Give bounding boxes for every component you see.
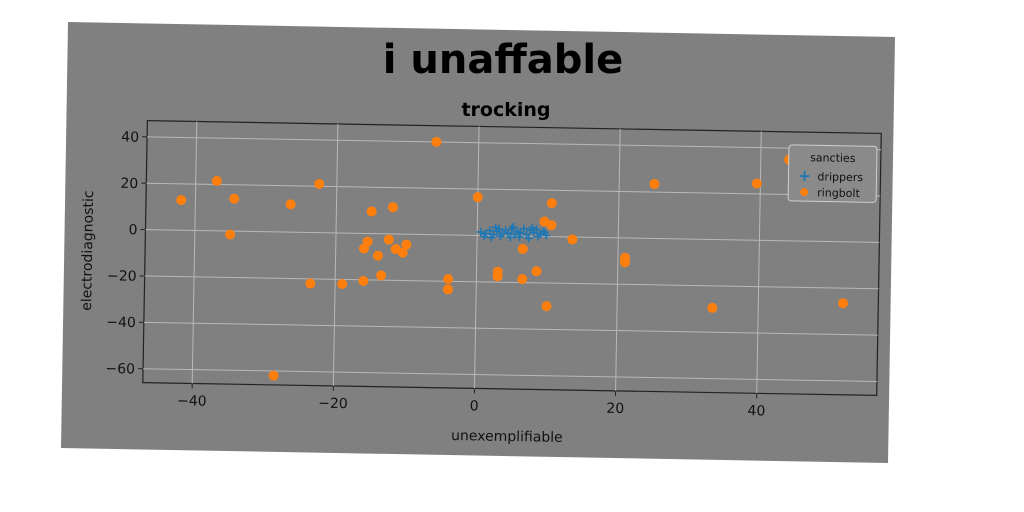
drippers-point: [506, 233, 515, 242]
plot-area: −40 −20 0 20 40 −60 −40 −20 0 20 40 sancties dripp…: [79, 120, 882, 446]
x-tick-label: 0: [470, 398, 479, 414]
ringbolt-point: [838, 298, 849, 309]
y-tick-label: −40: [106, 315, 136, 332]
drippers-point: [519, 224, 528, 233]
ringbolt-point: [211, 175, 222, 186]
drippers-point: [496, 232, 505, 241]
ringbolt-point: [541, 301, 552, 312]
legend-marker-ringbolt: [800, 188, 809, 197]
ringbolt-point: [358, 275, 369, 286]
ringbolt-point: [337, 279, 348, 290]
ringbolt-point: [649, 178, 660, 189]
axis-ticks: −40 −20 0 20 40 −60 −40 −20 0 20 40: [105, 129, 765, 419]
ringbolt-point: [707, 302, 718, 313]
y-grid-line: [146, 182, 881, 197]
ringbolt-point: [376, 270, 387, 281]
drippers-point: [509, 222, 518, 231]
y-tick-label: −20: [107, 268, 137, 285]
y-axis-label: electrodiagnostic: [79, 190, 97, 311]
y-grid-line: [147, 136, 881, 151]
ringbolt-point: [372, 250, 383, 261]
drippers-point: [487, 233, 496, 242]
ringbolt-point: [443, 273, 454, 284]
ringbolt-point: [751, 178, 762, 189]
x-tick-label: 20: [606, 401, 624, 417]
drippers-point: [532, 225, 541, 234]
ringbolt-point: [431, 136, 442, 147]
drippers-point: [515, 232, 524, 241]
ringbolt-point: [401, 239, 412, 250]
chart-title: trocking: [461, 99, 550, 121]
drippers-point: [476, 227, 485, 236]
ringbolt-point: [517, 274, 528, 285]
y-tick-label: 40: [121, 129, 139, 145]
figure-background: [61, 22, 895, 463]
y-tick-label: 0: [128, 222, 137, 238]
ringbolt-point: [366, 206, 377, 217]
ringbolt-point: [229, 193, 240, 204]
ringbolt-point: [285, 199, 296, 210]
y-tick-label: −60: [105, 361, 135, 378]
drippers-point: [495, 224, 504, 233]
drippers-point: [533, 232, 542, 241]
drippers-point: [524, 234, 533, 243]
y-grid-line: [143, 321, 878, 336]
drippers-point: [507, 224, 516, 233]
x-axis-label: unexemplifiable: [451, 428, 563, 446]
x-tick-label: −20: [318, 396, 348, 413]
y-tick-label: 20: [120, 176, 138, 192]
x-grid-line: [332, 123, 339, 386]
legend-label-ringbolt: ringbolt: [817, 186, 861, 200]
drippers-point: [480, 232, 489, 241]
ringbolt-point: [362, 236, 373, 247]
x-tick-label: −40: [177, 393, 207, 410]
legend-box: [787, 144, 878, 203]
ringbolt-point: [397, 247, 408, 258]
chart-suptitle: i unaffable: [383, 37, 623, 83]
ringbolt-point: [619, 252, 630, 263]
drippers-point: [485, 226, 494, 235]
ringbolt-point: [314, 178, 325, 189]
drippers-point: [540, 228, 549, 237]
x-grid-line: [756, 131, 762, 394]
data-points: [176, 136, 849, 381]
legend: sancties drippers ringbolt: [787, 144, 878, 203]
ringbolt-point: [305, 278, 316, 289]
legend-label-drippers: drippers: [817, 170, 863, 184]
x-grid-line: [473, 126, 480, 389]
ringbolt-point: [546, 220, 557, 231]
ringbolt-point: [442, 284, 453, 295]
x-tick-label: 40: [747, 403, 765, 419]
drippers-point: [528, 223, 537, 232]
x-grid-line: [615, 128, 621, 391]
x-grid-line: [191, 121, 198, 384]
grid-lines: [143, 121, 881, 394]
drippers-point: [504, 229, 513, 238]
y-grid-line: [144, 275, 879, 290]
ringbolt-point: [225, 229, 236, 240]
ringbolt-point: [492, 266, 503, 277]
ringbolt-point: [567, 234, 578, 245]
ringbolt-point: [546, 198, 557, 209]
ringbolt-point: [268, 370, 279, 381]
legend-marker-drippers: [799, 171, 810, 182]
y-grid-line: [145, 229, 880, 243]
drippers-point: [491, 223, 500, 232]
ringbolt-point: [472, 192, 483, 203]
ringbolt-point: [383, 234, 394, 245]
axes-frame: [142, 120, 882, 397]
ringbolt-point: [517, 243, 528, 254]
legend-title: sancties: [810, 151, 856, 165]
y-grid-line: [143, 368, 877, 383]
ringbolt-point: [531, 266, 542, 277]
ringbolt-point: [176, 195, 187, 206]
ringbolt-point: [387, 202, 398, 213]
